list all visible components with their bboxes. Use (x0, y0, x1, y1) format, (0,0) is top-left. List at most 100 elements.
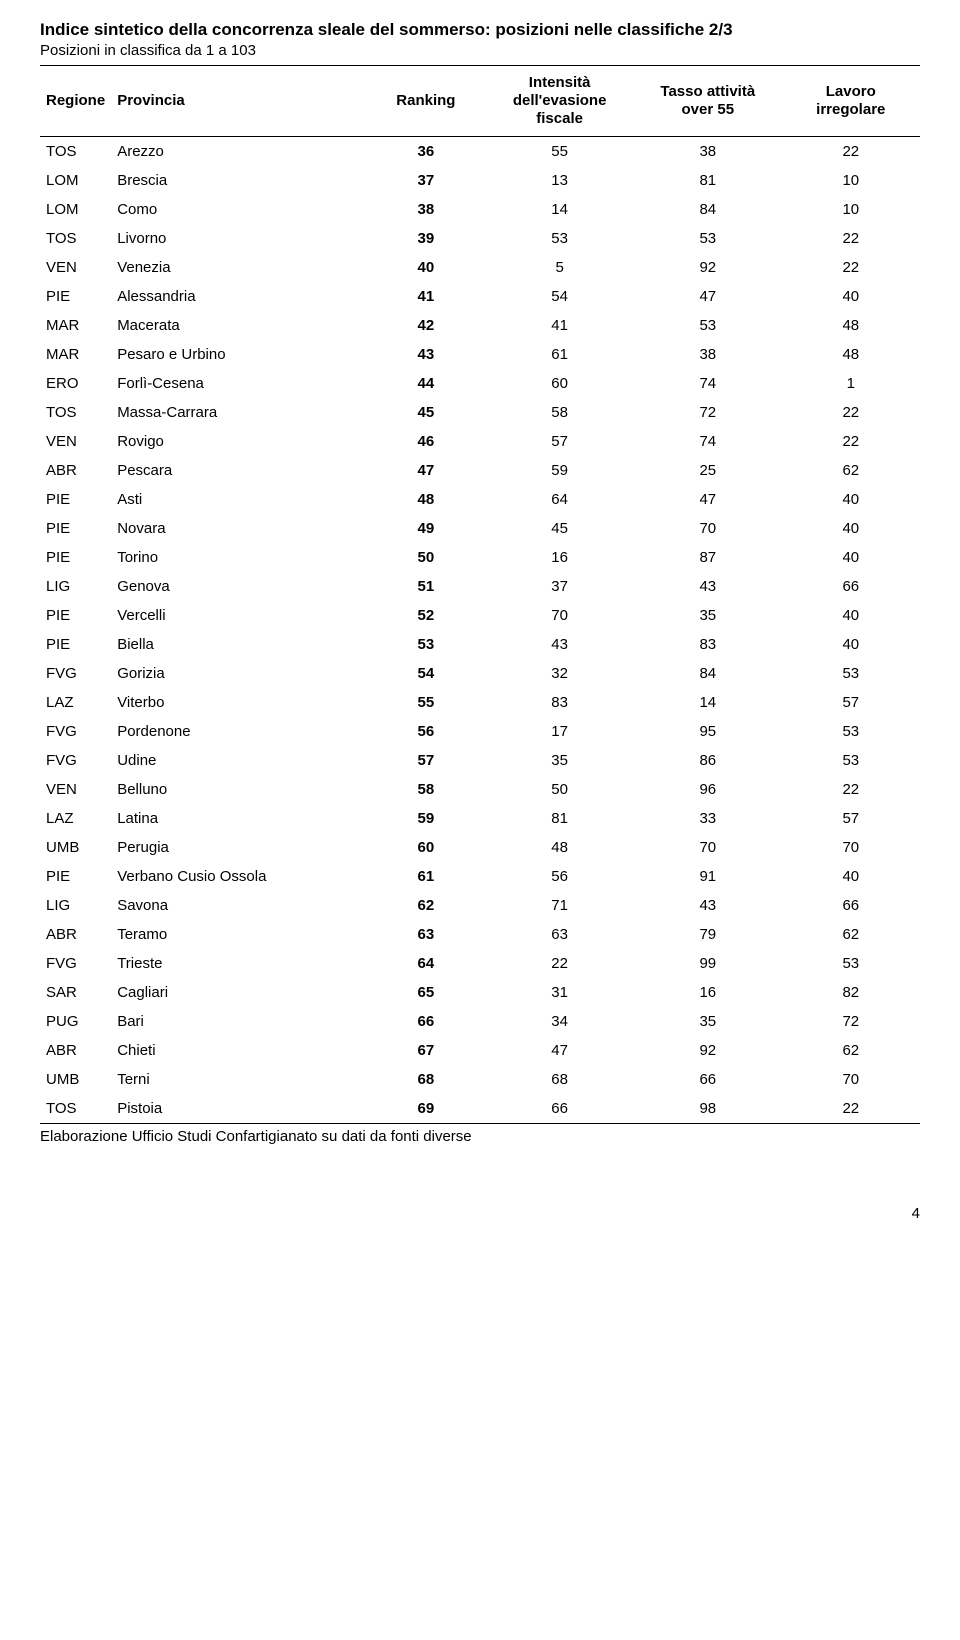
cell-provincia: Brescia (111, 166, 366, 195)
cell-ranking: 67 (367, 1036, 486, 1065)
cell-tasso: 74 (634, 369, 782, 398)
cell-ranking: 53 (367, 630, 486, 659)
cell-lavoro: 48 (782, 311, 920, 340)
cell-lavoro: 10 (782, 166, 920, 195)
cell-ranking: 48 (367, 485, 486, 514)
cell-regione: TOS (40, 224, 111, 253)
cell-tasso: 98 (634, 1094, 782, 1124)
cell-provincia: Biella (111, 630, 366, 659)
cell-regione: SAR (40, 978, 111, 1007)
cell-tasso: 86 (634, 746, 782, 775)
cell-ranking: 49 (367, 514, 486, 543)
table-row: FVGTrieste64229953 (40, 949, 920, 978)
page-number: 4 (40, 1205, 920, 1222)
table-row: LIGGenova51374366 (40, 572, 920, 601)
cell-provincia: Genova (111, 572, 366, 601)
cell-tasso: 38 (634, 137, 782, 167)
cell-lavoro: 57 (782, 688, 920, 717)
cell-tasso: 43 (634, 572, 782, 601)
cell-intensita: 58 (485, 398, 634, 427)
table-row: VENRovigo46577422 (40, 427, 920, 456)
table-row: TOSArezzo36553822 (40, 137, 920, 167)
cell-tasso: 35 (634, 601, 782, 630)
cell-ranking: 63 (367, 920, 486, 949)
cell-ranking: 59 (367, 804, 486, 833)
cell-tasso: 91 (634, 862, 782, 891)
cell-provincia: Rovigo (111, 427, 366, 456)
cell-provincia: Latina (111, 804, 366, 833)
page-subtitle: Posizioni in classifica da 1 a 103 (40, 42, 920, 59)
table-row: TOSPistoia69669822 (40, 1094, 920, 1124)
cell-lavoro: 72 (782, 1007, 920, 1036)
table-row: FVGGorizia54328453 (40, 659, 920, 688)
cell-ranking: 66 (367, 1007, 486, 1036)
table-row: FVGUdine57358653 (40, 746, 920, 775)
cell-tasso: 99 (634, 949, 782, 978)
cell-ranking: 40 (367, 253, 486, 282)
cell-ranking: 57 (367, 746, 486, 775)
cell-tasso: 84 (634, 195, 782, 224)
table-row: MARPesaro e Urbino43613848 (40, 340, 920, 369)
cell-provincia: Forlì-Cesena (111, 369, 366, 398)
cell-lavoro: 62 (782, 456, 920, 485)
cell-regione: ABR (40, 1036, 111, 1065)
cell-tasso: 53 (634, 311, 782, 340)
cell-ranking: 56 (367, 717, 486, 746)
cell-lavoro: 22 (782, 1094, 920, 1124)
cell-lavoro: 53 (782, 949, 920, 978)
cell-lavoro: 53 (782, 746, 920, 775)
cell-lavoro: 22 (782, 775, 920, 804)
cell-ranking: 52 (367, 601, 486, 630)
cell-intensita: 32 (485, 659, 634, 688)
data-table: Regione Provincia Ranking Intensitàdell'… (40, 65, 920, 1124)
cell-intensita: 5 (485, 253, 634, 282)
cell-regione: PIE (40, 485, 111, 514)
cell-provincia: Belluno (111, 775, 366, 804)
cell-regione: TOS (40, 398, 111, 427)
cell-provincia: Torino (111, 543, 366, 572)
cell-regione: FVG (40, 746, 111, 775)
cell-lavoro: 22 (782, 137, 920, 167)
cell-tasso: 47 (634, 485, 782, 514)
cell-provincia: Cagliari (111, 978, 366, 1007)
cell-lavoro: 66 (782, 891, 920, 920)
cell-regione: VEN (40, 775, 111, 804)
cell-provincia: Trieste (111, 949, 366, 978)
cell-lavoro: 1 (782, 369, 920, 398)
table-row: PIEAlessandria41544740 (40, 282, 920, 311)
cell-ranking: 41 (367, 282, 486, 311)
cell-intensita: 14 (485, 195, 634, 224)
cell-lavoro: 53 (782, 659, 920, 688)
cell-tasso: 92 (634, 1036, 782, 1065)
cell-provincia: Novara (111, 514, 366, 543)
table-row: SARCagliari65311682 (40, 978, 920, 1007)
table-row: PIEAsti48644740 (40, 485, 920, 514)
cell-intensita: 56 (485, 862, 634, 891)
cell-regione: MAR (40, 340, 111, 369)
cell-ranking: 47 (367, 456, 486, 485)
cell-ranking: 68 (367, 1065, 486, 1094)
cell-tasso: 95 (634, 717, 782, 746)
cell-lavoro: 22 (782, 427, 920, 456)
cell-ranking: 69 (367, 1094, 486, 1124)
cell-tasso: 92 (634, 253, 782, 282)
cell-intensita: 55 (485, 137, 634, 167)
table-row: ABRPescara47592562 (40, 456, 920, 485)
cell-intensita: 16 (485, 543, 634, 572)
cell-lavoro: 48 (782, 340, 920, 369)
col-lavoro: Lavoroirregolare (782, 66, 920, 137)
cell-intensita: 50 (485, 775, 634, 804)
cell-provincia: Verbano Cusio Ossola (111, 862, 366, 891)
cell-tasso: 33 (634, 804, 782, 833)
cell-provincia: Pescara (111, 456, 366, 485)
cell-intensita: 66 (485, 1094, 634, 1124)
cell-tasso: 74 (634, 427, 782, 456)
table-header-row: Regione Provincia Ranking Intensitàdell'… (40, 66, 920, 137)
cell-ranking: 61 (367, 862, 486, 891)
table-row: VENVenezia4059222 (40, 253, 920, 282)
cell-intensita: 64 (485, 485, 634, 514)
cell-regione: FVG (40, 659, 111, 688)
cell-ranking: 43 (367, 340, 486, 369)
cell-ranking: 55 (367, 688, 486, 717)
table-row: LAZLatina59813357 (40, 804, 920, 833)
